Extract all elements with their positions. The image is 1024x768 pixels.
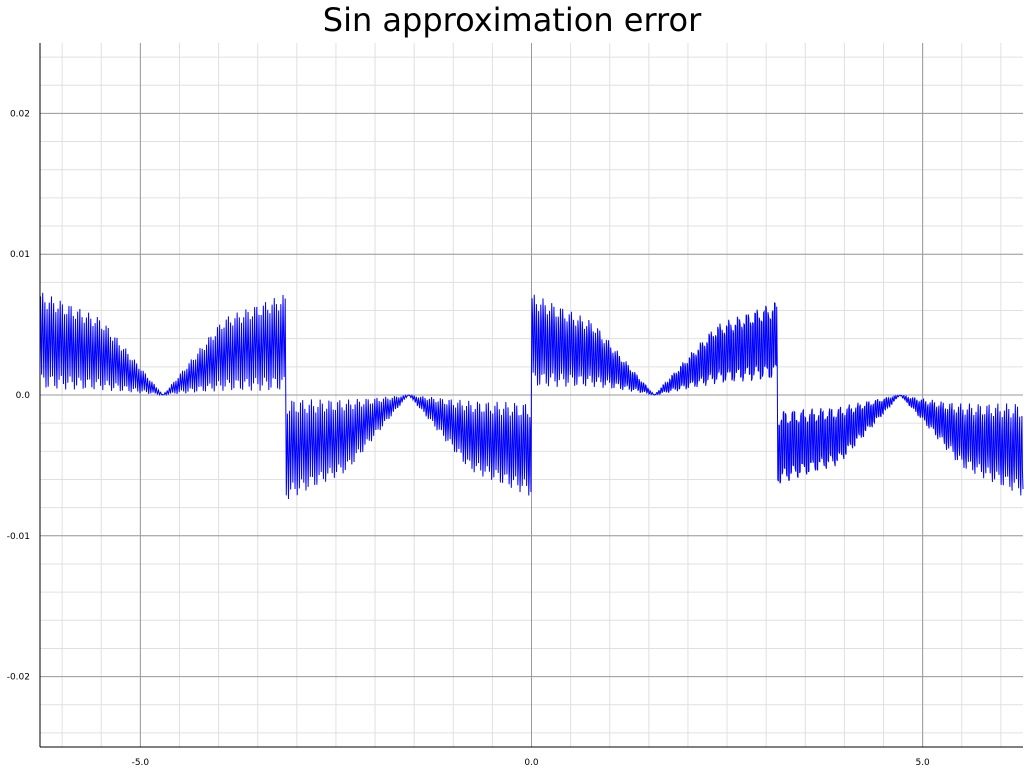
x-tick-label: -5.0 [132, 758, 150, 768]
series-layer [39, 292, 1024, 500]
ticks-layer: -5.0 0.0 5.0 0.02 0.01 0.0 -0.01 -0.02 [7, 109, 930, 768]
chart-title: Sin approximation error [322, 1, 702, 39]
axes-layer [39, 43, 1023, 748]
major-grid [40, 43, 1023, 747]
series-line-0 [39, 292, 1024, 500]
x-tick-label: 0.0 [524, 758, 539, 768]
y-tick-label: -0.01 [7, 532, 30, 542]
y-tick-label: -0.02 [7, 673, 30, 683]
y-tick-label: 0.01 [10, 250, 30, 260]
y-tick-label: 0.0 [16, 391, 31, 401]
y-tick-label: 0.02 [10, 109, 30, 119]
x-tick-label: 5.0 [915, 758, 930, 768]
